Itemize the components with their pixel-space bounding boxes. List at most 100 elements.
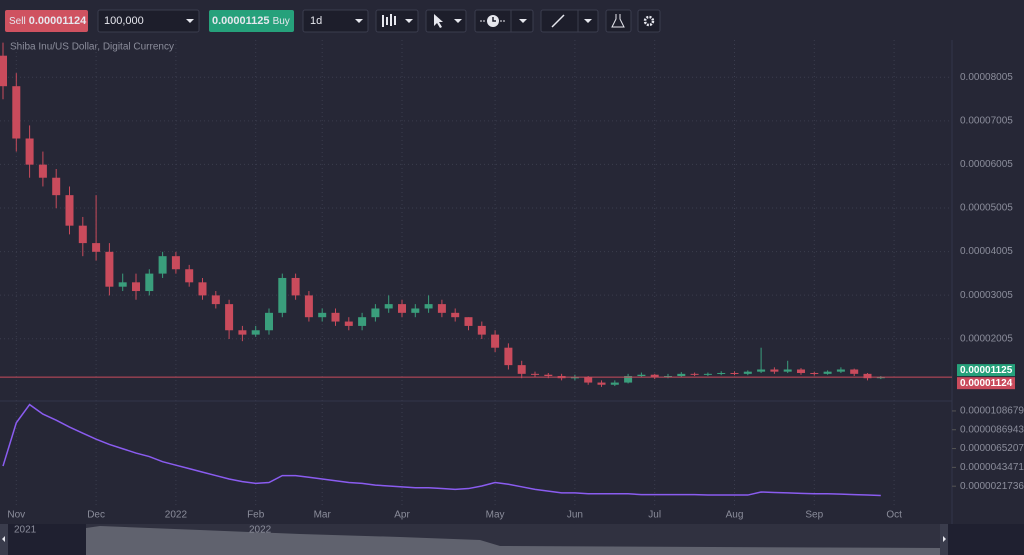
- candle-body: [437, 304, 446, 313]
- candle-body: [810, 372, 819, 374]
- flask-icon: [611, 14, 625, 28]
- candle-body: [743, 371, 752, 374]
- y-tick-label: 0.0000043471: [960, 462, 1024, 473]
- dropdown-caret: [355, 19, 363, 23]
- cursor-button[interactable]: [425, 9, 467, 33]
- clock-hands: [492, 17, 496, 22]
- candle-body: [491, 334, 500, 348]
- navigator-window[interactable]: [86, 524, 940, 555]
- interval: 1d: [310, 15, 322, 27]
- chart-subtitle: Shiba Inu/US Dollar, Digital Currency: [10, 42, 174, 53]
- bid-tag: [957, 377, 1015, 390]
- interval-dropdown[interactable]: [302, 9, 369, 33]
- candle-body: [531, 373, 539, 375]
- candle-body: [344, 321, 353, 326]
- navigator-label: 2022: [249, 525, 272, 536]
- dropdown-caret: [584, 19, 592, 23]
- candle-body: [876, 377, 885, 379]
- buy-button[interactable]: [209, 10, 294, 32]
- y-tick-label: 0.00004005: [960, 246, 1013, 257]
- navigator-area: [86, 526, 940, 555]
- candle-body: [225, 304, 234, 331]
- y-tick-label: 0.0000065207: [960, 443, 1024, 454]
- candle-body: [238, 330, 247, 335]
- gear-icon: [643, 15, 655, 27]
- candle-body: [158, 256, 167, 274]
- candle-body: [624, 376, 633, 383]
- candle-body: [171, 256, 180, 270]
- candle-body: [0, 55, 7, 87]
- dropdown-caret: [519, 19, 527, 23]
- candle-body: [185, 269, 194, 283]
- candle-body: [677, 373, 686, 377]
- y-tick-label: 0.00008005: [960, 72, 1013, 83]
- x-tick-label: Dec: [87, 510, 105, 521]
- candle-body: [783, 369, 792, 372]
- candle-body: [198, 282, 207, 296]
- candle-body: [570, 377, 579, 379]
- navigator-label: 2021: [14, 525, 37, 536]
- candle-body: [757, 369, 766, 372]
- candle-body: [504, 347, 513, 366]
- dropdown-caret: [186, 19, 194, 23]
- x-tick-label: Oct: [886, 510, 902, 521]
- candle-body: [12, 86, 21, 139]
- amount-dropdown[interactable]: [97, 9, 200, 33]
- candle-body: [38, 164, 47, 178]
- y-tick-label: 0.0000086943: [960, 424, 1024, 435]
- buy-label: Buy: [273, 16, 290, 27]
- dropdown-caret: [405, 19, 413, 23]
- chart-type-button[interactable]: [375, 9, 419, 33]
- x-tick-label: Jun: [567, 510, 583, 521]
- toolbar: Sell 0.00001124 100,000 0.00001125 Buy 1…: [5, 9, 661, 33]
- indicators-button[interactable]: [605, 9, 632, 33]
- x-tick-label: Feb: [247, 510, 265, 521]
- candle-body: [331, 312, 340, 322]
- candle-body: [52, 177, 61, 196]
- candle-body: [464, 317, 473, 326]
- candle-body: [371, 308, 380, 318]
- candle-body: [384, 304, 393, 309]
- candle-body: [318, 312, 327, 318]
- candle-body: [145, 273, 154, 292]
- sell-price: 0.00001124: [29, 15, 87, 27]
- candle-body: [597, 382, 606, 385]
- candle-body: [610, 382, 619, 385]
- y-tick-label: 0.00007005: [960, 115, 1013, 126]
- candle-body: [211, 295, 220, 305]
- x-tick-label: Aug: [726, 510, 744, 521]
- x-tick-label: May: [486, 510, 505, 521]
- candle-body: [278, 277, 287, 313]
- candle-body: [65, 195, 74, 226]
- line-tool-icon: [551, 14, 565, 28]
- x-tick-label: 2022: [165, 510, 188, 521]
- settings-button[interactable]: [637, 9, 661, 33]
- x-tick-label: Nov: [7, 510, 25, 521]
- sell-button-text: Sell 0.00001124: [9, 15, 87, 27]
- buy-price: 0.00001125: [212, 15, 270, 27]
- sell-label: Sell: [9, 16, 26, 27]
- candles-icon: [382, 14, 396, 27]
- x-tick-label: Jul: [648, 510, 661, 521]
- sell-button[interactable]: [5, 10, 88, 32]
- candle-body: [477, 325, 486, 335]
- candle-body: [398, 304, 406, 313]
- candle-body: [118, 282, 127, 287]
- candle-body: [797, 369, 805, 373]
- ask-tag-text: 0.00001125: [960, 365, 1013, 376]
- ask-tag: [957, 364, 1015, 377]
- candle-body: [770, 369, 779, 372]
- y-tick-label: 0.0000021736: [960, 481, 1024, 492]
- drawing-button[interactable]: [540, 9, 599, 33]
- candle-body: [836, 369, 845, 372]
- candle-body: [92, 243, 101, 252]
- candle-body: [78, 225, 87, 244]
- cursor-icon: [434, 14, 443, 28]
- candle-body: [411, 308, 420, 313]
- bid-tag-text: 0.00001124: [960, 378, 1013, 389]
- x-tick-label: Mar: [314, 510, 332, 521]
- x-tick-label: Apr: [394, 510, 410, 521]
- candle-body: [451, 312, 460, 318]
